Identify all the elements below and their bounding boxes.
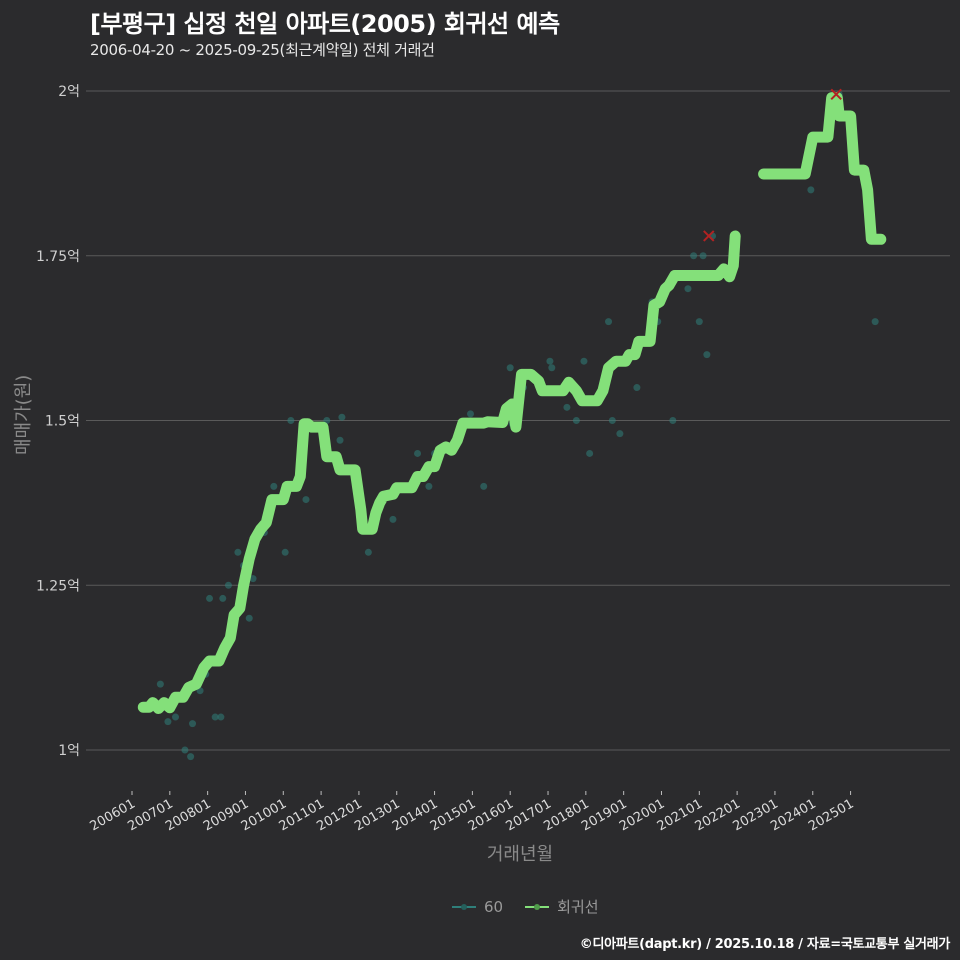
scatter-point xyxy=(187,753,195,761)
scatter-point xyxy=(586,449,594,457)
y-tick-label: 1.5억 xyxy=(45,414,80,430)
scatter-point xyxy=(217,713,225,721)
x-axis: 2006012007012008012009012010012011012012… xyxy=(88,791,857,834)
x-axis-title: 거래년월 xyxy=(486,844,554,865)
y-axis: 1억 1.25억 1.5억 1.75억 2억 xyxy=(36,84,80,759)
scatter-point xyxy=(287,417,295,424)
scatter-point xyxy=(563,403,571,411)
scatter-point xyxy=(572,417,580,424)
scatter-point xyxy=(302,496,310,504)
regression-segment xyxy=(758,92,887,245)
scatter-point xyxy=(605,318,613,326)
y-tick-label: 1.75억 xyxy=(36,249,80,265)
scatter-point xyxy=(364,548,372,556)
scatter-point xyxy=(616,430,624,438)
scatter-point xyxy=(633,384,641,392)
chart-title: [부평구] 십정 천일 아파트(2005) 회귀선 예측 xyxy=(90,10,560,38)
scatter-point xyxy=(669,417,677,424)
scatter-point xyxy=(270,482,278,490)
scatter-point xyxy=(695,318,703,326)
scatter-point xyxy=(807,186,815,194)
scatter-point xyxy=(548,364,556,372)
scatter-point xyxy=(684,285,692,293)
scatter-point xyxy=(338,413,346,421)
scatter-point xyxy=(580,357,588,365)
scatter-point xyxy=(608,417,616,424)
y-tick-label: 1.25억 xyxy=(36,578,80,594)
regression-line xyxy=(137,92,887,714)
scatter-point xyxy=(703,351,711,359)
scatter-point xyxy=(690,252,698,260)
scatter-point xyxy=(699,252,707,260)
scatter-point xyxy=(389,515,397,523)
scatter-point xyxy=(189,720,197,728)
scatter-point xyxy=(466,410,474,418)
highlight-markers xyxy=(703,88,842,242)
scatter-point xyxy=(164,718,172,726)
scatter-point xyxy=(224,581,232,589)
scatter-point xyxy=(871,318,879,326)
y-tick-label: 2억 xyxy=(58,84,80,100)
scatter-point xyxy=(249,575,257,583)
legend: 60 회귀선 xyxy=(452,896,613,917)
scatter-point xyxy=(206,594,214,602)
scatter-point xyxy=(171,713,179,721)
y-tick-label: 1억 xyxy=(58,743,80,759)
scatter-point xyxy=(211,713,219,721)
scatter-point xyxy=(506,364,514,372)
scatter-point xyxy=(219,594,227,602)
legend-key-regression-icon xyxy=(525,901,550,913)
highlight-x-icon xyxy=(703,230,715,242)
scatter-point xyxy=(245,614,253,622)
scatter-point xyxy=(414,449,422,457)
chart-subtitle: 2006-04-20 ~ 2025-09-25(최근계약일) 전체 거래건 xyxy=(90,41,435,59)
scatter-point xyxy=(181,746,189,754)
scatter-point xyxy=(480,482,488,490)
legend-key-60-icon xyxy=(452,901,476,913)
footer-credit: ©디아파트(dapt.kr) / 2025.10.18 / 자료=국토교통부 실… xyxy=(579,937,951,952)
scatter-point xyxy=(425,482,433,490)
scatter-point xyxy=(546,357,554,365)
y-axis-title: 매매가(원) xyxy=(13,374,34,455)
scatter-point xyxy=(281,548,289,556)
legend-label-regression: 회귀선 xyxy=(557,898,599,916)
highlight-x-icon xyxy=(830,88,842,101)
scatter-point xyxy=(336,436,344,444)
scatter-point xyxy=(156,680,164,688)
legend-label-60: 60 xyxy=(484,897,504,916)
scatter-point xyxy=(234,548,242,556)
regression-segment xyxy=(137,230,741,714)
